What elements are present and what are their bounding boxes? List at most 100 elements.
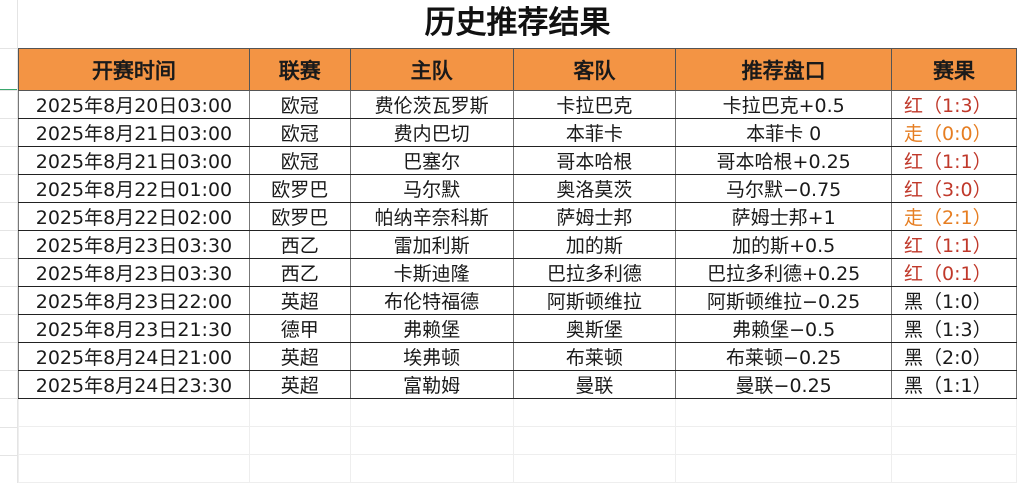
cell-time[interactable]: 2025年8月24日21:00 xyxy=(18,342,250,371)
empty-cell[interactable] xyxy=(512,426,677,455)
empty-cell[interactable] xyxy=(349,454,514,483)
cell-pick[interactable]: 加的斯+0.5 xyxy=(675,230,893,259)
cell-away[interactable]: 奥斯堡 xyxy=(512,314,677,343)
cell-result[interactable]: 黑（1:0） xyxy=(891,286,1017,315)
cell-time[interactable]: 2025年8月21日03:00 xyxy=(18,146,250,175)
cell-home[interactable]: 马尔默 xyxy=(349,174,514,203)
table-row: 2025年8月23日21:30 德甲 弗赖堡 奥斯堡 弗赖堡−0.5 黑（1:3） xyxy=(18,314,1017,343)
empty-cell[interactable] xyxy=(18,398,250,427)
cell-result[interactable]: 黑（1:1） xyxy=(891,370,1017,399)
empty-cell[interactable] xyxy=(18,454,250,483)
cell-away[interactable]: 哥本哈根 xyxy=(512,146,677,175)
table-row: 2025年8月20日03:00 欧冠 费伦茨瓦罗斯 卡拉巴克 卡拉巴克+0.5 红（1:3… xyxy=(18,90,1017,119)
empty-cell[interactable] xyxy=(248,398,351,427)
cell-pick[interactable]: 阿斯顿维拉−0.25 xyxy=(675,286,893,315)
cell-pick[interactable]: 本菲卡 0 xyxy=(675,118,893,147)
empty-row xyxy=(18,454,1017,483)
empty-cell[interactable] xyxy=(349,426,514,455)
cell-time[interactable]: 2025年8月22日01:00 xyxy=(18,174,250,203)
cell-result[interactable]: 黑（1:3） xyxy=(891,314,1017,343)
cell-pick[interactable]: 布莱顿−0.25 xyxy=(675,342,893,371)
cell-league[interactable]: 西乙 xyxy=(248,230,351,259)
cell-home[interactable]: 费伦茨瓦罗斯 xyxy=(349,90,514,119)
cell-league[interactable]: 欧冠 xyxy=(248,90,351,119)
cell-pick[interactable]: 卡拉巴克+0.5 xyxy=(675,90,893,119)
cell-result[interactable]: 红（1:1） xyxy=(891,146,1017,175)
cell-league[interactable]: 欧罗巴 xyxy=(248,202,351,231)
cell-league[interactable]: 德甲 xyxy=(248,314,351,343)
cell-time[interactable]: 2025年8月23日21:30 xyxy=(18,314,250,343)
cell-time[interactable]: 2025年8月23日03:30 xyxy=(18,230,250,259)
cell-home[interactable]: 巴塞尔 xyxy=(349,146,514,175)
cell-time[interactable]: 2025年8月21日03:00 xyxy=(18,118,250,147)
results-table: 开赛时间 联赛 主队 客队 推荐盘口 赛果 2025年8月20日03:00 欧冠费… xyxy=(18,48,1017,483)
gutter-gridline xyxy=(0,398,17,399)
cell-time[interactable]: 2025年8月22日02:00 xyxy=(18,202,250,231)
cell-away[interactable]: 加的斯 xyxy=(512,230,677,259)
cell-home[interactable]: 弗赖堡 xyxy=(349,314,514,343)
table-row: 2025年8月24日23:30 英超 富勒姆 曼联 曼联−0.25 黑（1:1） xyxy=(18,370,1017,399)
cell-result[interactable]: 走（2:1） xyxy=(891,202,1017,231)
header-league[interactable]: 联赛 xyxy=(248,48,351,91)
cell-league[interactable]: 西乙 xyxy=(248,258,351,287)
cell-league[interactable]: 欧冠 xyxy=(248,118,351,147)
header-home[interactable]: 主队 xyxy=(349,48,514,91)
cell-home[interactable]: 费内巴切 xyxy=(349,118,514,147)
cell-home[interactable]: 布伦特福德 xyxy=(349,286,514,315)
empty-cell[interactable] xyxy=(891,454,1017,483)
empty-cell[interactable] xyxy=(349,398,514,427)
cell-result[interactable]: 红（3:0） xyxy=(891,174,1017,203)
cell-pick[interactable]: 弗赖堡−0.5 xyxy=(675,314,893,343)
gutter-gridline xyxy=(0,90,17,91)
cell-home[interactable]: 埃弗顿 xyxy=(349,342,514,371)
cell-result[interactable]: 红（1:1） xyxy=(891,230,1017,259)
cell-pick[interactable]: 哥本哈根+0.25 xyxy=(675,146,893,175)
empty-cell[interactable] xyxy=(891,398,1017,427)
empty-cell[interactable] xyxy=(18,426,250,455)
cell-away[interactable]: 奥洛莫茨 xyxy=(512,174,677,203)
gutter-gridline xyxy=(0,455,17,456)
cell-away[interactable]: 萨姆士邦 xyxy=(512,202,677,231)
cell-time[interactable]: 2025年8月24日23:30 xyxy=(18,370,250,399)
header-pick[interactable]: 推荐盘口 xyxy=(675,48,893,91)
cell-result[interactable]: 走（0:0） xyxy=(891,118,1017,147)
empty-cell[interactable] xyxy=(248,454,351,483)
header-result[interactable]: 赛果 xyxy=(891,48,1017,91)
gutter-gridline xyxy=(0,202,17,203)
header-away[interactable]: 客队 xyxy=(512,48,677,91)
cell-league[interactable]: 英超 xyxy=(248,286,351,315)
cell-home[interactable]: 卡斯迪隆 xyxy=(349,258,514,287)
cell-away[interactable]: 卡拉巴克 xyxy=(512,90,677,119)
cell-pick[interactable]: 马尔默−0.75 xyxy=(675,174,893,203)
cell-pick[interactable]: 萨姆士邦+1 xyxy=(675,202,893,231)
cell-time[interactable]: 2025年8月23日22:00 xyxy=(18,286,250,315)
cell-pick[interactable]: 巴拉多利德+0.25 xyxy=(675,258,893,287)
cell-away[interactable]: 巴拉多利德 xyxy=(512,258,677,287)
cell-league[interactable]: 欧罗巴 xyxy=(248,174,351,203)
cell-league[interactable]: 英超 xyxy=(248,370,351,399)
cell-home[interactable]: 帕纳辛奈科斯 xyxy=(349,202,514,231)
gutter-gridline xyxy=(0,146,17,147)
cell-league[interactable]: 欧冠 xyxy=(248,146,351,175)
empty-cell[interactable] xyxy=(675,426,893,455)
cell-result[interactable]: 红（1:3） xyxy=(891,90,1017,119)
cell-result[interactable]: 红（0:1） xyxy=(891,258,1017,287)
cell-home[interactable]: 富勒姆 xyxy=(349,370,514,399)
cell-home[interactable]: 雷加利斯 xyxy=(349,230,514,259)
cell-league[interactable]: 英超 xyxy=(248,342,351,371)
empty-cell[interactable] xyxy=(675,398,893,427)
cell-away[interactable]: 阿斯顿维拉 xyxy=(512,286,677,315)
empty-cell[interactable] xyxy=(512,454,677,483)
cell-time[interactable]: 2025年8月23日03:30 xyxy=(18,258,250,287)
header-time[interactable]: 开赛时间 xyxy=(18,48,250,91)
cell-away[interactable]: 曼联 xyxy=(512,370,677,399)
cell-result[interactable]: 黑（2:0） xyxy=(891,342,1017,371)
empty-cell[interactable] xyxy=(512,398,677,427)
empty-cell[interactable] xyxy=(675,454,893,483)
empty-cell[interactable] xyxy=(891,426,1017,455)
cell-away[interactable]: 布莱顿 xyxy=(512,342,677,371)
cell-pick[interactable]: 曼联−0.25 xyxy=(675,370,893,399)
empty-cell[interactable] xyxy=(248,426,351,455)
cell-time[interactable]: 2025年8月20日03:00 xyxy=(18,90,250,119)
cell-away[interactable]: 本菲卡 xyxy=(512,118,677,147)
